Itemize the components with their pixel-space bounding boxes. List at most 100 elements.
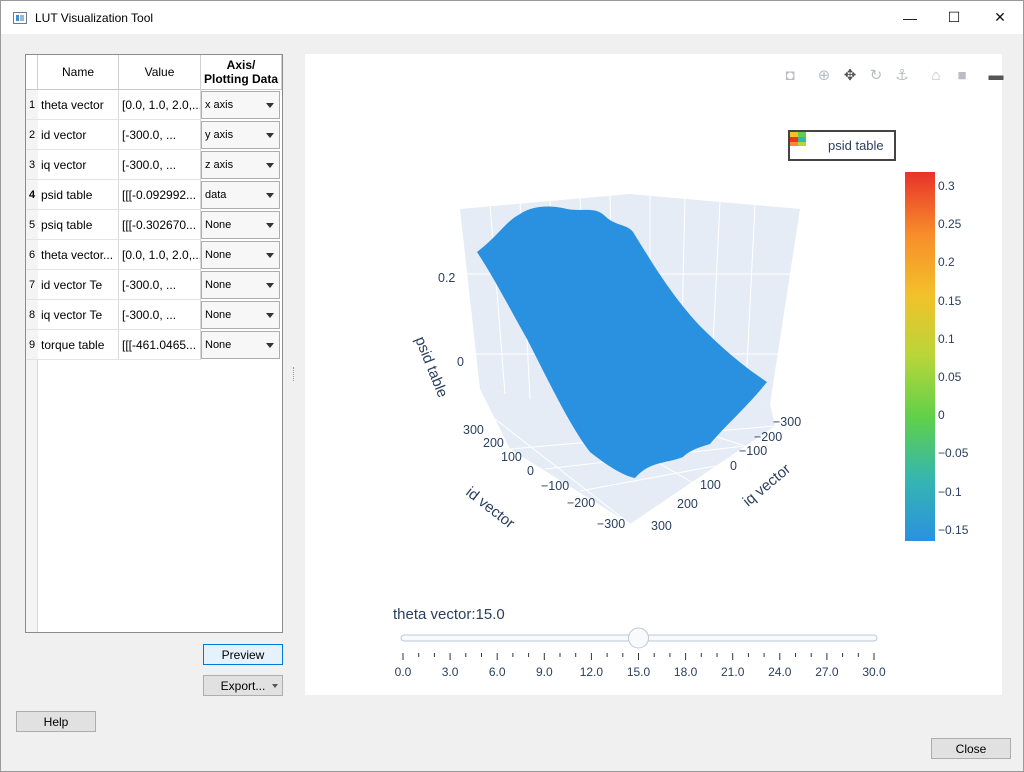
table-row[interactable]: 9 torque table [[[-461.0465... None <box>26 330 282 360</box>
preview-button[interactable]: Preview <box>203 644 283 665</box>
row-number[interactable]: 5 <box>26 210 38 240</box>
cell-value[interactable]: [[[-0.092992... <box>119 180 201 210</box>
pan-icon[interactable]: ✥ <box>843 67 857 84</box>
surface-mesh[interactable] <box>477 206 767 479</box>
x-tick: 100 <box>501 450 522 464</box>
table-row[interactable]: 5 psiq table [[[-0.302670... None <box>26 210 282 240</box>
slider-current-value: theta vector:15.0 <box>393 606 505 623</box>
slider-ticks <box>402 653 875 660</box>
axis-select-value: None <box>205 309 232 321</box>
z-tick: 0 <box>457 355 464 369</box>
axis-select[interactable]: x axis <box>201 91 280 119</box>
table-row[interactable]: 3 iq vector [-300.0, ... z axis <box>26 150 282 180</box>
colorbar-tick-label: 0 <box>938 408 945 423</box>
cell-value[interactable]: [-300.0, ... <box>119 270 201 300</box>
row-number[interactable]: 3 <box>26 150 38 180</box>
row-number[interactable]: 1 <box>26 90 38 120</box>
slider-tick-label[interactable]: 6.0 <box>488 665 506 679</box>
cell-value[interactable]: [0.0, 1.0, 2.0,... <box>119 90 201 120</box>
plot-modebar: ◘ ⊕ ✥ ↻ ⚓ ⌂ ■ ▬ <box>777 66 1009 85</box>
cell-name[interactable]: iq vector <box>38 150 119 180</box>
axis-select[interactable]: None <box>201 211 280 239</box>
column-header-name[interactable]: Name <box>38 55 119 90</box>
cell-value[interactable]: [-300.0, ... <box>119 300 201 330</box>
legend[interactable]: psid table <box>788 130 896 161</box>
colorbar-tick-label: 0.05 <box>938 370 962 384</box>
colorbar-tick-label: −0.15 <box>938 522 969 537</box>
row-number[interactable]: 2 <box>26 120 38 150</box>
column-header-value[interactable]: Value <box>119 55 201 90</box>
row-number[interactable]: 4 <box>26 180 38 210</box>
cell-name[interactable]: id vector Te <box>38 270 119 300</box>
x-tick: 0 <box>527 464 534 478</box>
slider-handle[interactable] <box>628 627 649 649</box>
table-row[interactable]: 2 id vector [-300.0, ... y axis <box>26 120 282 150</box>
slider-tick-label[interactable]: 0.0 <box>394 665 412 679</box>
y-tick: −100 <box>739 444 767 458</box>
row-number[interactable]: 9 <box>26 330 38 360</box>
cell-name[interactable]: theta vector <box>38 90 119 120</box>
chevron-down-icon <box>266 253 274 258</box>
row-number[interactable]: 6 <box>26 240 38 270</box>
cell-value[interactable]: [[[-461.0465... <box>119 330 201 360</box>
close-button[interactable]: Close <box>931 738 1011 759</box>
slider-tick-label[interactable]: 27.0 <box>815 665 839 679</box>
close-window-button[interactable]: ✕ <box>994 9 1006 25</box>
axis-select[interactable]: z axis <box>201 151 280 179</box>
help-button[interactable]: Help <box>16 711 96 732</box>
x-tick: −200 <box>567 496 595 510</box>
axis-select[interactable]: None <box>201 331 280 359</box>
axis-select[interactable]: None <box>201 241 280 269</box>
surface-plot[interactable]: psid table id vector iq vector 0 0.2 300… <box>305 54 1002 695</box>
slider-tick-label[interactable]: 30.0 <box>862 665 886 679</box>
cell-value[interactable]: [-300.0, ... <box>119 150 201 180</box>
plotly-logo-icon[interactable]: ▬ <box>988 66 1004 84</box>
axis-select[interactable]: None <box>201 271 280 299</box>
slider-tick-label[interactable]: 12.0 <box>579 665 604 679</box>
export-button[interactable]: Export... <box>203 675 283 696</box>
export-button-label: Export... <box>220 678 266 693</box>
slider-tick-label[interactable]: 21.0 <box>721 665 745 679</box>
cell-value[interactable]: [-300.0, ... <box>119 120 201 150</box>
table-row[interactable]: 8 iq vector Te [-300.0, ... None <box>26 300 282 330</box>
cell-name[interactable]: psiq table <box>38 210 119 240</box>
plot-area[interactable]: psid table id vector iq vector 0 0.2 300… <box>305 54 1004 695</box>
axis-select[interactable]: data <box>201 181 280 209</box>
camera-icon[interactable]: ◘ <box>785 66 795 84</box>
cell-value[interactable]: [0.0, 1.0, 2.0,... <box>119 240 201 270</box>
cell-name[interactable]: iq vector Te <box>38 300 119 330</box>
slider-tick-label[interactable]: 3.0 <box>441 665 459 679</box>
table-row[interactable]: 6 theta vector... [0.0, 1.0, 2.0,... None <box>26 240 282 270</box>
slider-tick-label[interactable]: 15.0 <box>626 665 651 679</box>
axis-select[interactable]: y axis <box>201 121 280 149</box>
colorbar <box>905 172 935 541</box>
legend-label: psid table <box>828 138 884 153</box>
orbit-rotation-icon[interactable]: ↻ <box>869 67 883 84</box>
cell-value[interactable]: [[[-0.302670... <box>119 210 201 240</box>
turntable-rotation-icon[interactable]: ⚓ <box>895 67 909 84</box>
slider-tick-label[interactable]: 24.0 <box>768 665 792 679</box>
x-axis-ticks: 300 200 100 0 −100 −200 −300 <box>463 423 625 531</box>
cell-name[interactable]: torque table <box>38 330 119 360</box>
cell-name[interactable]: theta vector... <box>38 240 119 270</box>
column-header-axis[interactable]: Axis/ Plotting Data <box>201 55 282 90</box>
minimize-button[interactable]: — <box>903 9 917 26</box>
table-row[interactable]: 1 theta vector [0.0, 1.0, 2.0,... x axis <box>26 90 282 120</box>
table-row[interactable]: 4 psid table [[[-0.092992... data <box>26 180 282 210</box>
camera-last-save-icon[interactable]: ■ <box>957 66 967 84</box>
table-row[interactable]: 7 id vector Te [-300.0, ... None <box>26 270 282 300</box>
row-number[interactable]: 8 <box>26 300 38 330</box>
colorbar-tick-label: 0.25 <box>938 217 962 232</box>
x-tick: −300 <box>597 517 625 531</box>
cell-name[interactable]: psid table <box>38 180 119 210</box>
reset-camera-icon[interactable]: ⌂ <box>931 66 941 84</box>
slider-tick-label[interactable]: 18.0 <box>673 665 698 679</box>
row-number[interactable]: 7 <box>26 270 38 300</box>
column-header-axis-line2: Plotting Data <box>204 72 278 86</box>
maximize-button[interactable]: ☐ <box>947 9 961 25</box>
slider-tick-label[interactable]: 9.0 <box>535 665 553 679</box>
splitter-handle[interactable] <box>293 367 295 381</box>
zoom-icon[interactable]: ⊕ <box>817 67 831 84</box>
axis-select[interactable]: None <box>201 301 280 329</box>
cell-name[interactable]: id vector <box>38 120 119 150</box>
